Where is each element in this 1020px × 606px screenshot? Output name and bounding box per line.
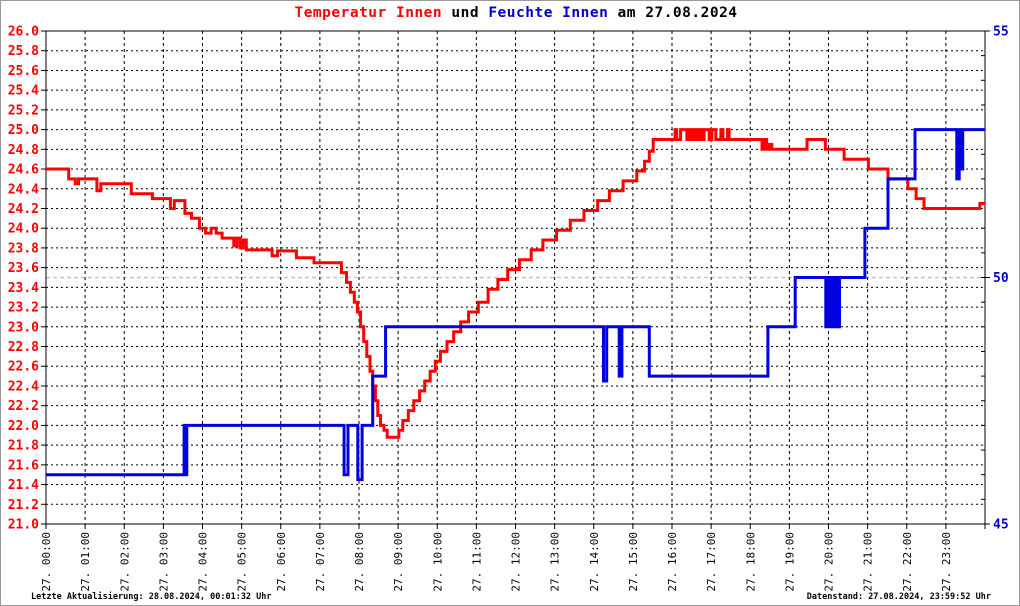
left-axis-tick-label: 25.6 <box>8 64 39 79</box>
last-update-text: Letzte Aktualisierung: 28.08.2024, 00:01… <box>31 592 272 602</box>
left-axis-tick-label: 21.4 <box>8 478 39 493</box>
x-axis-tick-label: 27. 15:00 <box>627 532 640 592</box>
left-axis-tick-label: 23.2 <box>8 301 39 316</box>
x-axis-tick-label: 27. 19:00 <box>783 532 796 592</box>
left-axis-tick-label: 21.8 <box>8 439 39 454</box>
left-axis-tick-label: 21.2 <box>8 498 39 513</box>
x-axis-tick-label: 27. 11:00 <box>470 532 483 592</box>
right-axis-tick-label: 50 <box>993 271 1009 286</box>
temperature-series-line <box>46 128 985 439</box>
x-axis-tick-label: 27. 13:00 <box>549 532 562 592</box>
title-part-humidity: Feuchte Innen <box>488 5 609 21</box>
left-axis-tick-label: 25.8 <box>8 44 39 59</box>
x-axis-tick-label: 27. 22:00 <box>901 532 914 592</box>
x-axis-tick-label: 27. 01:00 <box>79 532 92 592</box>
left-axis-tick-label: 23.4 <box>8 281 39 296</box>
right-axis-tick-label: 55 <box>993 25 1009 40</box>
data-timestamp-text: Datenstand: 27.08.2024, 23:59:52 Uhr <box>806 592 991 602</box>
right-axis-tick-label: 45 <box>993 518 1009 533</box>
chart-title: Temperatur Innen und Feuchte Innen am 27… <box>46 5 986 21</box>
left-axis-tick-label: 22.0 <box>8 419 39 434</box>
left-axis-tick-label: 22.6 <box>8 360 39 375</box>
x-axis-tick-label: 27. 07:00 <box>314 532 327 592</box>
left-axis-tick-label: 22.2 <box>8 399 39 414</box>
left-axis-tick-label: 26.0 <box>8 25 39 40</box>
x-axis-tick-label: 27. 04:00 <box>197 532 210 592</box>
left-axis-tick-label: 25.4 <box>8 84 39 99</box>
title-part-date: am 27.08.2024 <box>608 5 738 21</box>
left-axis-tick-label: 21.0 <box>8 518 39 533</box>
x-axis-tick-label: 27. 03:00 <box>157 532 170 592</box>
x-axis-tick-label: 27. 18:00 <box>744 532 757 592</box>
left-axis-tick-label: 24.4 <box>8 182 39 197</box>
x-axis-tick-label: 27. 12:00 <box>510 532 523 592</box>
x-axis-tick-label: 27. 10:00 <box>431 532 444 592</box>
x-axis-tick-label: 27. 16:00 <box>666 532 679 592</box>
x-axis-tick-label: 27. 00:00 <box>40 532 53 592</box>
left-axis-tick-label: 24.2 <box>8 202 39 217</box>
left-axis-tick-label: 24.6 <box>8 163 39 178</box>
left-axis-tick-label: 23.8 <box>8 241 39 256</box>
left-axis-tick-label: 24.0 <box>8 222 39 237</box>
left-axis-tick-label: 25.2 <box>8 103 39 118</box>
x-axis-tick-label: 27. 06:00 <box>275 532 288 592</box>
x-axis-tick-label: 27. 23:00 <box>940 532 953 592</box>
x-axis-tick-label: 27. 20:00 <box>823 532 836 592</box>
left-axis-tick-label: 24.8 <box>8 143 39 158</box>
left-axis-tick-label: 22.8 <box>8 340 39 355</box>
humidity-series-line <box>46 128 985 482</box>
x-axis-tick-label: 27. 17:00 <box>705 532 718 592</box>
left-axis-tick-label: 25.0 <box>8 123 39 138</box>
x-axis-tick-label: 27. 14:00 <box>588 532 601 592</box>
x-axis-tick-label: 27. 08:00 <box>353 532 366 592</box>
title-part-temperature: Temperatur Innen <box>294 5 443 21</box>
left-axis-tick-label: 22.4 <box>8 379 39 394</box>
title-part-and: und <box>442 5 489 21</box>
x-axis-tick-label: 27. 21:00 <box>862 532 875 592</box>
x-axis-tick-label: 27. 02:00 <box>118 532 131 592</box>
left-axis-tick-label: 23.0 <box>8 320 39 335</box>
left-axis-tick-label: 23.6 <box>8 261 39 276</box>
x-axis-tick-label: 27. 09:00 <box>392 532 405 592</box>
x-axis-tick-label: 27. 05:00 <box>236 532 249 592</box>
left-axis-tick-label: 21.6 <box>8 458 39 473</box>
